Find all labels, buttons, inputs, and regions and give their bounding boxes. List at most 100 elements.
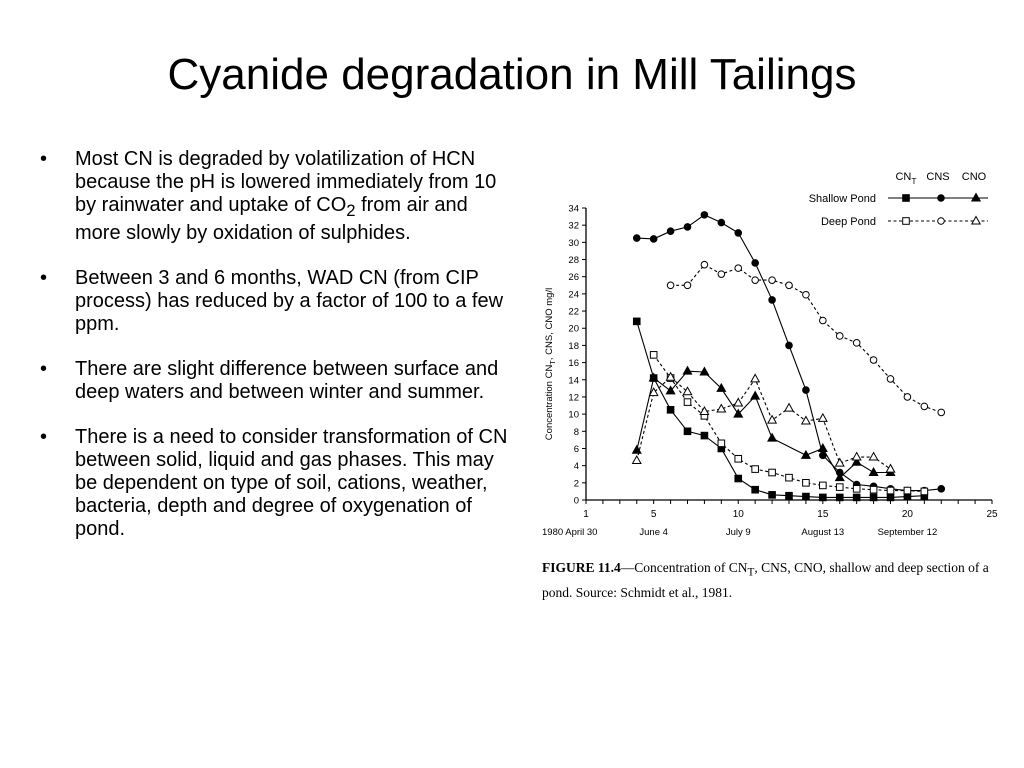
bullet-marker: • bbox=[40, 426, 48, 448]
data-point-deep-cnt bbox=[886, 486, 895, 495]
bullet-item: • There is a need to consider transforma… bbox=[40, 426, 515, 541]
data-point-shallow-cnt bbox=[734, 474, 743, 483]
y-tick-label: 12 bbox=[568, 392, 579, 403]
caption-text-tail: , CNS, CNO, shallow and deep section of … bbox=[542, 560, 989, 600]
legend-marker-shallow-cno bbox=[970, 192, 982, 202]
bullet-text: Most CN is degraded by volatilization of… bbox=[75, 148, 497, 216]
x-tick-label: 5 bbox=[651, 509, 657, 520]
series-line-shallow-cno bbox=[636, 370, 891, 479]
y-tick-label: 6 bbox=[574, 444, 579, 455]
legend-marker-deep-cno bbox=[970, 215, 982, 225]
data-point-shallow-cno bbox=[648, 372, 659, 382]
data-point-shallow-cnt bbox=[666, 406, 675, 414]
legend-marker-deep-cns bbox=[937, 217, 945, 225]
data-point-shallow-cnt bbox=[802, 492, 810, 501]
x-tick-label: 10 bbox=[733, 509, 745, 520]
data-point-deep-cns bbox=[785, 281, 793, 290]
data-point-shallow-cno bbox=[851, 456, 862, 466]
data-point-deep-cno bbox=[750, 373, 761, 383]
bullet-marker: • bbox=[40, 267, 48, 289]
data-point-shallow-cno bbox=[834, 472, 845, 482]
data-point-deep-cnt bbox=[835, 483, 844, 491]
y-tick-label: 18 bbox=[568, 341, 579, 352]
data-point-shallow-cnt bbox=[869, 493, 878, 502]
data-point-deep-cnt bbox=[785, 473, 793, 482]
legend-marker-shallow-cnt bbox=[902, 194, 910, 202]
data-point-deep-cns bbox=[666, 281, 675, 290]
data-point-deep-cno bbox=[868, 451, 879, 461]
data-point-shallow-cns bbox=[937, 485, 946, 493]
data-point-shallow-cnt bbox=[751, 485, 759, 494]
data-point-shallow-cno bbox=[733, 408, 744, 418]
data-point-deep-cns bbox=[886, 375, 895, 383]
caption-text: —Concentration of CN bbox=[620, 560, 748, 575]
x-tick-label: 20 bbox=[902, 509, 914, 520]
data-point-deep-cno bbox=[682, 386, 693, 396]
legend-row-label: Shallow Pond bbox=[809, 193, 876, 205]
y-tick-label: 10 bbox=[568, 410, 579, 421]
data-point-deep-cns bbox=[903, 393, 912, 401]
bullet-item: • There are slight difference between su… bbox=[40, 358, 515, 404]
data-point-deep-cns bbox=[852, 339, 861, 347]
y-tick-label: 24 bbox=[568, 289, 579, 300]
bullet-text-tail: from air and more slowly by oxidation of… bbox=[75, 194, 468, 244]
y-tick-label: 26 bbox=[568, 272, 579, 283]
data-point-deep-cno bbox=[817, 412, 828, 422]
legend-column-label: CNS bbox=[926, 171, 949, 183]
data-point-deep-cns bbox=[920, 402, 929, 411]
slide-title: Cyanide degradation in Mill Tailings bbox=[167, 50, 857, 99]
data-point-shallow-cno bbox=[750, 390, 761, 400]
data-point-deep-cns bbox=[802, 290, 810, 299]
data-point-deep-cns bbox=[937, 408, 946, 417]
y-tick-label: 28 bbox=[568, 255, 579, 266]
bullet-text: There is a need to consider transformati… bbox=[75, 426, 508, 540]
data-point-shallow-cno bbox=[817, 442, 828, 452]
data-point-deep-cns bbox=[683, 281, 692, 290]
data-point-deep-cno bbox=[665, 371, 676, 381]
series-line-deep-cnt bbox=[653, 354, 925, 492]
data-point-deep-cno bbox=[834, 457, 845, 467]
data-point-deep-cns bbox=[768, 276, 776, 284]
date-label: June 4 bbox=[639, 527, 668, 538]
legend-marker-deep-cnt bbox=[902, 217, 910, 225]
data-point-shallow-cno bbox=[716, 382, 727, 392]
bullet-text: Between 3 and 6 months, WAD CN (from CIP… bbox=[75, 267, 504, 335]
data-point-shallow-cns bbox=[751, 259, 759, 267]
bullet-item: • Between 3 and 6 months, WAD CN (from C… bbox=[40, 267, 515, 336]
x-tick-label: 25 bbox=[986, 509, 998, 520]
data-point-shallow-cnt bbox=[700, 431, 709, 440]
data-point-deep-cnt bbox=[869, 485, 878, 494]
y-axis-label: Concentration CNT, CNS, CNO mg/l bbox=[544, 288, 557, 440]
x-tick-label: 15 bbox=[817, 509, 829, 520]
data-point-shallow-cns bbox=[683, 223, 692, 231]
data-point-deep-cno bbox=[631, 454, 642, 464]
data-point-deep-cnt bbox=[734, 454, 743, 463]
data-point-deep-cns bbox=[717, 270, 726, 278]
bullet-marker: • bbox=[40, 148, 48, 170]
data-point-deep-cnt bbox=[768, 468, 776, 477]
data-point-deep-cnt bbox=[903, 486, 912, 495]
data-point-deep-cno bbox=[800, 415, 811, 425]
series-line-shallow-cnt bbox=[636, 321, 925, 498]
data-point-deep-cno bbox=[648, 387, 659, 397]
bullet-text: There are slight difference between surf… bbox=[75, 358, 499, 403]
bullet-subscript: 2 bbox=[346, 201, 356, 220]
data-point-shallow-cnt bbox=[835, 493, 844, 502]
figure-label: FIGURE 11.4 bbox=[542, 560, 621, 575]
data-point-deep-cno bbox=[783, 402, 795, 412]
date-label: August 13 bbox=[801, 527, 844, 538]
legend-marker-shallow-cns bbox=[937, 194, 945, 202]
data-point-shallow-cns bbox=[700, 211, 709, 219]
caption-subscript: T bbox=[747, 566, 755, 579]
data-point-deep-cns bbox=[835, 332, 844, 340]
data-point-deep-cno bbox=[699, 406, 710, 416]
data-point-shallow-cns bbox=[802, 386, 810, 394]
data-point-deep-cno bbox=[851, 451, 862, 461]
data-point-deep-cno bbox=[716, 403, 727, 413]
data-point-shallow-cns bbox=[666, 227, 675, 235]
data-point-deep-cno bbox=[733, 397, 744, 407]
date-label: July 9 bbox=[726, 527, 751, 538]
data-point-deep-cnt bbox=[819, 481, 827, 490]
data-point-deep-cnt bbox=[717, 439, 726, 448]
y-tick-label: 22 bbox=[568, 307, 579, 318]
